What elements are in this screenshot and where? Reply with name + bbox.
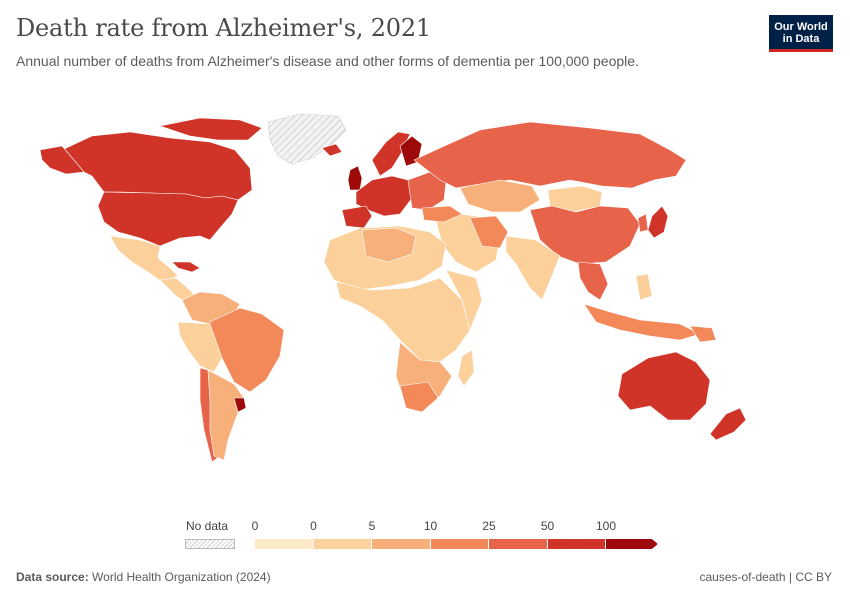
legend-tick-label: 5	[368, 519, 376, 533]
color-legend: No data 0 0 5 10 25 50 100	[180, 516, 680, 556]
region-peru-bolivia[interactable]	[177, 321, 223, 373]
world-map[interactable]	[0, 100, 850, 500]
region-japan[interactable]	[647, 205, 669, 239]
chart-subtitle: Annual number of deaths from Alzheimer's…	[16, 53, 639, 69]
region-southeast-asia[interactable]	[577, 261, 609, 301]
source-label: Data source:	[16, 570, 89, 584]
legend-tick-label: 25	[482, 519, 496, 533]
region-korea[interactable]	[637, 213, 649, 233]
region-papua[interactable]	[689, 325, 717, 343]
legend-no-data-swatch[interactable]	[185, 539, 235, 549]
region-russia[interactable]	[413, 121, 687, 189]
region-south-asia[interactable]	[505, 235, 561, 301]
region-turkey[interactable]	[421, 205, 463, 223]
legend-tick-label: 100	[595, 519, 617, 533]
region-usa[interactable]	[97, 191, 239, 247]
legend-tick-label: 10	[423, 519, 438, 533]
region-canada[interactable]	[61, 131, 253, 201]
region-argentina[interactable]	[207, 369, 245, 461]
region-madagascar[interactable]	[457, 349, 475, 387]
source-text[interactable]: World Health Organization (2024)	[92, 570, 271, 584]
legend-no-data-label: No data	[186, 519, 229, 533]
region-finland[interactable]	[399, 135, 423, 167]
region-central-africa[interactable]	[335, 277, 471, 363]
region-caribbean[interactable]	[171, 261, 201, 273]
region-uruguay[interactable]	[233, 397, 247, 413]
region-east-africa[interactable]	[445, 269, 483, 331]
legend-tick-label: 0	[310, 519, 317, 533]
region-philippines[interactable]	[635, 273, 653, 301]
region-south-africa[interactable]	[399, 381, 439, 413]
legend-tick-label: 0	[251, 519, 259, 533]
region-australia[interactable]	[617, 351, 711, 421]
legend-bin[interactable]	[489, 539, 548, 549]
owid-logo[interactable]: Our World in Data	[769, 15, 833, 52]
region-kazakhstan[interactable]	[459, 179, 541, 213]
chart-title: Death rate from Alzheimer's, 2021	[16, 14, 432, 42]
region-alaska[interactable]	[39, 145, 85, 175]
logo-line-2: in Data	[782, 33, 820, 45]
region-algeria-libya[interactable]	[361, 227, 417, 263]
region-greenland[interactable]	[267, 113, 347, 165]
legend-bin[interactable]	[255, 539, 314, 549]
logo-line-1: Our World	[774, 21, 828, 33]
legend-bin[interactable]	[313, 539, 372, 549]
region-uk[interactable]	[347, 165, 363, 191]
legend-bin[interactable]	[372, 539, 431, 549]
footer-source: Data source: World Health Organization (…	[16, 570, 271, 584]
region-canada-islands[interactable]	[159, 117, 263, 141]
region-new-zealand[interactable]	[709, 407, 747, 441]
footer-license[interactable]: causes-of-death | CC BY	[699, 570, 832, 584]
region-iberia[interactable]	[341, 205, 373, 229]
region-iceland[interactable]	[321, 143, 343, 157]
legend-bin-top[interactable]	[606, 539, 658, 549]
legend-tick-label: 50	[540, 519, 555, 533]
region-mexico[interactable]	[109, 235, 179, 283]
legend-bin[interactable]	[430, 539, 489, 549]
region-iran[interactable]	[469, 215, 509, 249]
region-indonesia[interactable]	[583, 303, 701, 341]
legend-bin[interactable]	[547, 539, 606, 549]
